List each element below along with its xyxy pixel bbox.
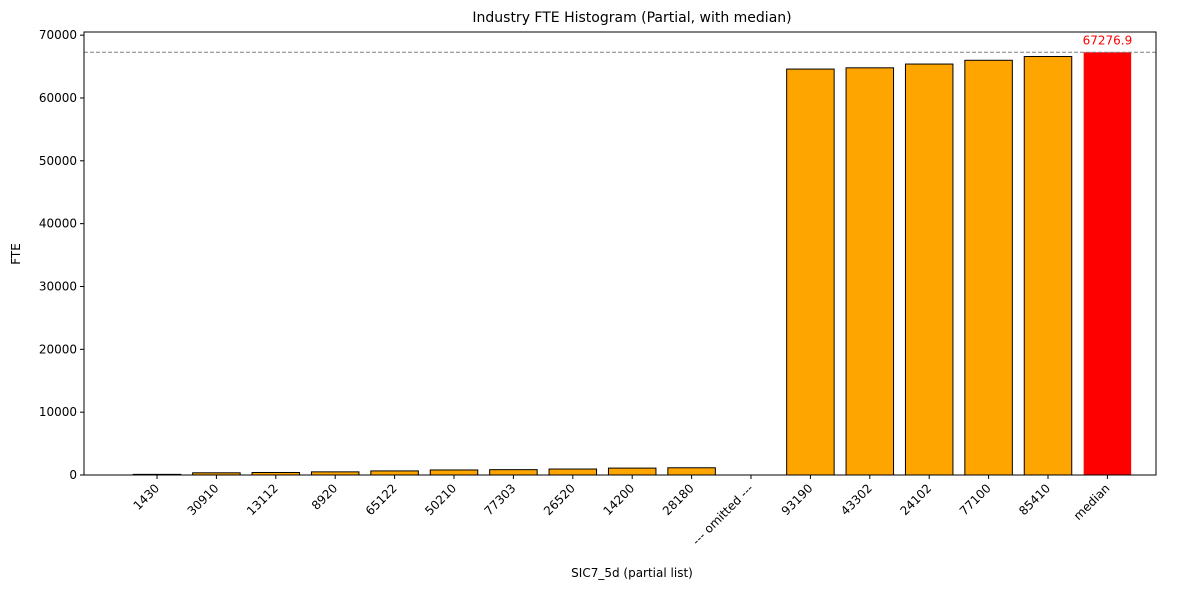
y-tick-label: 0	[69, 468, 77, 482]
bar	[548, 468, 598, 476]
bar	[964, 59, 1013, 476]
x-tick-label: 93190	[779, 481, 816, 518]
bar	[904, 63, 954, 476]
bar	[429, 469, 479, 476]
x-tick-label: 8920	[309, 481, 340, 512]
x-axis-label: SIC7_5d (partial list)	[571, 566, 693, 580]
y-tick-label: 40000	[39, 217, 77, 231]
bar	[845, 67, 895, 476]
x-tick-label: median	[1071, 481, 1113, 523]
x-axis: 1430 30910 13112 8920 65122 50210 77303 26520 14…	[131, 475, 1113, 548]
x-tick-label: 50210	[422, 481, 459, 518]
x-tick-label: 24102	[897, 481, 934, 518]
bar	[786, 68, 835, 476]
median-value-label: 67276.9	[1083, 33, 1133, 47]
chart-title: Industry FTE Histogram (Partial, with me…	[472, 10, 791, 26]
x-tick-label: 43302	[838, 481, 875, 518]
x-tick-label: --- omitted ---	[689, 481, 756, 548]
x-tick-label: 77303	[482, 481, 519, 518]
x-tick-label: 26520	[541, 481, 578, 518]
bar	[607, 467, 657, 476]
y-tick-label: 50000	[39, 154, 77, 168]
x-tick-label: 28180	[660, 481, 697, 518]
y-tick-label: 30000	[39, 279, 77, 293]
y-axis-label: FTE	[9, 243, 23, 265]
y-tick-label: 70000	[39, 28, 77, 42]
x-tick-label: 1430	[131, 481, 162, 512]
bar	[370, 470, 419, 476]
y-tick-label: 60000	[39, 91, 77, 105]
bar	[1023, 56, 1073, 476]
median-bar	[1083, 52, 1132, 475]
median-layer: 67276.9	[84, 33, 1156, 53]
bar	[667, 467, 716, 476]
bars-layer	[132, 52, 1132, 476]
plot-frame	[83, 31, 1157, 476]
y-tick-label: 10000	[39, 405, 77, 419]
y-axis: 0 10000 20000 30000 40000 50000 60000 70000	[39, 28, 84, 482]
y-tick-label: 20000	[39, 342, 77, 356]
x-tick-label: 85410	[1016, 481, 1053, 518]
bar	[489, 469, 538, 476]
x-tick-label: 77100	[957, 481, 994, 518]
x-tick-label: 14200	[600, 481, 637, 518]
x-tick-label: 13112	[244, 481, 281, 518]
x-tick-label: 65122	[363, 481, 400, 518]
x-tick-label: 30910	[185, 481, 222, 518]
